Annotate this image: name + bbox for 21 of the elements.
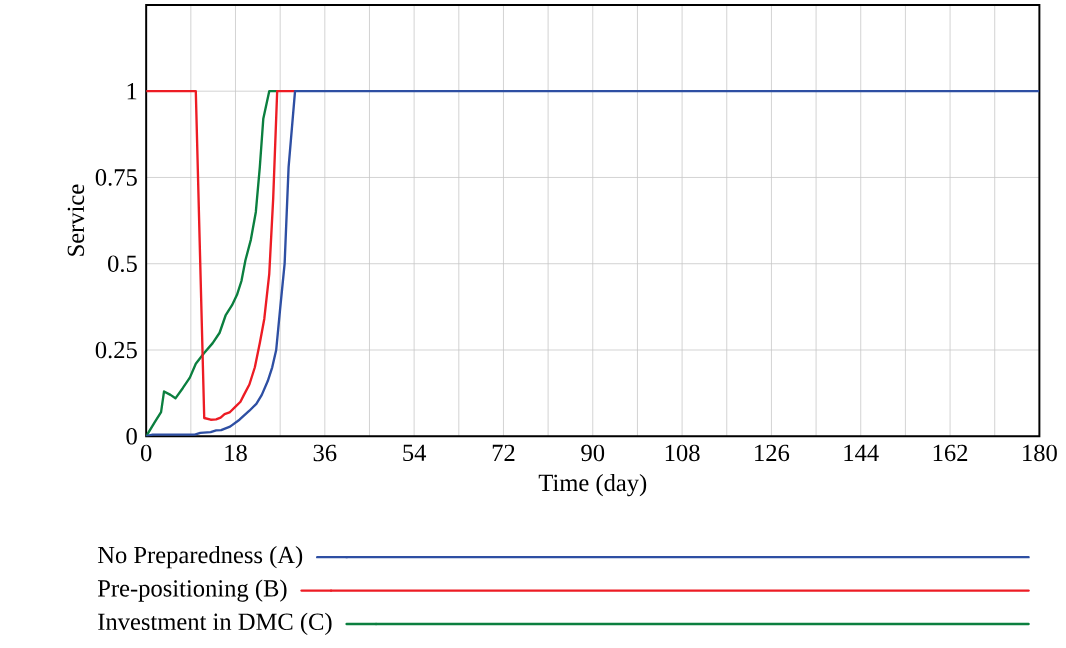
- y-tick-label: 0.5: [108, 255, 137, 273]
- x-tick-label: 126: [755, 444, 790, 462]
- x-tick-label: 162: [933, 444, 968, 462]
- x-tick-label: 0: [140, 444, 152, 462]
- y-tick-label: 0.25: [95, 341, 137, 359]
- legend-label: No Preparedness (A): [97, 546, 303, 569]
- y-tick-label: 0.75: [95, 169, 137, 187]
- x-tick-label: 180: [1023, 444, 1057, 462]
- x-tick-label: 54: [403, 444, 427, 462]
- x-axis-title: Time (day): [538, 474, 647, 497]
- y-axis-title: Service: [67, 184, 85, 256]
- x-tick-label: 36: [313, 444, 337, 462]
- y-tick-label: 1: [127, 83, 137, 100]
- x-tick-label: 72: [492, 444, 515, 462]
- x-tick-label: 108: [665, 444, 700, 462]
- legend-label: Pre-positioning (B): [97, 579, 287, 602]
- x-tick-label: 90: [581, 444, 605, 462]
- legend-label: Investment in DMC (C): [98, 613, 332, 636]
- x-tick-label: 18: [225, 444, 247, 462]
- x-tick-label: 144: [844, 444, 879, 462]
- y-tick-label: 0: [126, 428, 137, 445]
